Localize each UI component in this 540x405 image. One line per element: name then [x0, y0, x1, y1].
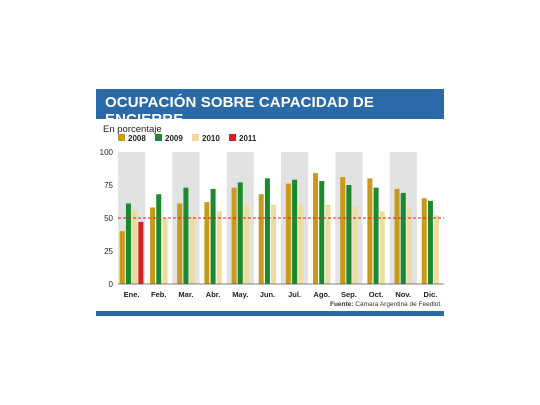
bar-2010-Nov. [406, 208, 412, 284]
bar-2010-Oct. [379, 211, 385, 284]
bar-2008-Oct. [367, 178, 373, 284]
legend-label-2010: 2010 [202, 134, 220, 143]
chart-title: OCUPACIÓN SOBRE CAPACIDAD DE ENCIERRE [105, 94, 374, 128]
bar-2009-Oct. [373, 187, 379, 284]
bar-2008-May. [231, 187, 237, 284]
bar-2010-Ago. [325, 204, 331, 284]
bar-2009-Abr. [210, 188, 216, 284]
bar-2008-Nov. [394, 188, 400, 284]
bar-2008-Sep. [340, 177, 346, 284]
bar-2010-Jul. [298, 204, 304, 284]
bar-2009-Jun. [264, 178, 270, 284]
x-tick-label: Ene. [124, 290, 140, 299]
y-tick-label: 50 [104, 214, 113, 223]
bar-2010-Mar. [189, 216, 195, 284]
source-text: Cámara Argentina de Feedlot. [355, 301, 442, 308]
legend-swatch-2011 [229, 134, 236, 141]
title-bar: OCUPACIÓN SOBRE CAPACIDAD DE ENCIERRE [96, 89, 444, 128]
bar-2010-Dic. [434, 215, 440, 284]
bar-2011-Ene. [138, 221, 144, 284]
bar-2010-Sep. [352, 206, 358, 284]
source-note: Fuente: Cámara Argentina de Feedlot. [330, 301, 442, 308]
x-tick-label: Feb. [151, 290, 166, 299]
bar-2010-Jun. [271, 204, 277, 284]
legend-swatch-2009 [155, 134, 162, 141]
bar-2008-Mar. [177, 203, 183, 284]
bar-2010-May. [243, 204, 249, 284]
x-tick-label: Oct. [369, 290, 384, 299]
x-tick-label: Mar. [178, 290, 193, 299]
legend-label-2009: 2009 [165, 134, 183, 143]
y-tick-label: 25 [104, 247, 113, 256]
bar-2010-Abr. [216, 211, 222, 284]
x-tick-label: May. [232, 290, 248, 299]
x-tick-label: Ago. [313, 290, 330, 299]
bar-2009-Ene. [125, 203, 131, 284]
bar-2010-Ene. [132, 210, 138, 284]
x-tick-label: Jun. [260, 290, 275, 299]
chart-subtitle: En porcentaje [103, 124, 162, 135]
bar-2009-Feb. [156, 194, 162, 284]
bar-2008-Ene. [119, 231, 125, 284]
bar-2008-Jul. [285, 183, 291, 284]
x-tick-label: Jul. [288, 290, 301, 299]
bar-2009-Jul. [292, 179, 298, 284]
bar-2009-Ago. [319, 181, 325, 284]
x-tick-label: Abr. [206, 290, 221, 299]
source-label: Fuente: [329, 301, 354, 308]
bar-2009-Nov. [400, 192, 406, 284]
legend-swatch-2010 [192, 134, 199, 141]
legend-label-2011: 2011 [239, 134, 257, 143]
bar-2010-Feb. [162, 218, 168, 284]
bar-2008-Feb. [150, 207, 156, 284]
bar-2009-Mar. [183, 187, 189, 284]
bar-2009-Dic. [427, 200, 433, 284]
bar-2009-May. [237, 182, 243, 284]
x-tick-label: Sep. [341, 290, 357, 299]
y-tick-label: 75 [104, 181, 113, 190]
y-tick-label: 0 [109, 280, 114, 289]
bar-2008-Jun. [258, 194, 264, 284]
x-tick-label: Dic. [424, 290, 438, 299]
bar-2009-Sep. [346, 185, 352, 284]
y-tick-label: 100 [100, 148, 114, 157]
bar-2008-Dic. [421, 198, 427, 284]
legend-swatch-2008 [118, 134, 125, 141]
bar-2008-Ago. [313, 173, 319, 284]
legend-label-2008: 2008 [128, 134, 146, 143]
x-tick-label: Nov. [395, 290, 411, 299]
bar-2008-Abr. [204, 202, 210, 284]
bottom-bar [96, 311, 444, 316]
